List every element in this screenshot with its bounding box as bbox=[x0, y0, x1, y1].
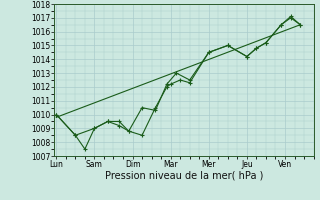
X-axis label: Pression niveau de la mer( hPa ): Pression niveau de la mer( hPa ) bbox=[105, 171, 263, 181]
